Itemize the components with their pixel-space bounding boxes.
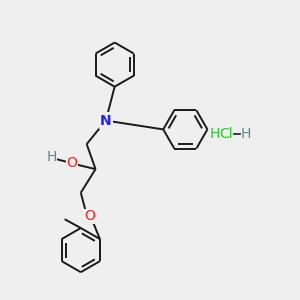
Text: H: H — [210, 127, 220, 141]
Text: N: N — [100, 114, 112, 128]
Text: H: H — [241, 127, 251, 141]
Text: O: O — [84, 209, 95, 223]
Text: Cl: Cl — [220, 127, 233, 141]
Text: H: H — [46, 150, 56, 164]
Text: O: O — [67, 156, 77, 170]
